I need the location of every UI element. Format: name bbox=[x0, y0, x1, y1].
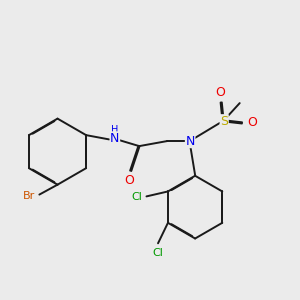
Text: Cl: Cl bbox=[131, 192, 142, 202]
Text: O: O bbox=[124, 174, 134, 187]
Text: S: S bbox=[220, 115, 228, 128]
Text: O: O bbox=[216, 86, 226, 99]
Text: Br: Br bbox=[23, 191, 36, 201]
Text: O: O bbox=[247, 116, 257, 129]
Text: H: H bbox=[111, 125, 118, 135]
Text: Cl: Cl bbox=[153, 248, 164, 257]
Text: N: N bbox=[185, 135, 195, 148]
Text: N: N bbox=[110, 132, 120, 145]
